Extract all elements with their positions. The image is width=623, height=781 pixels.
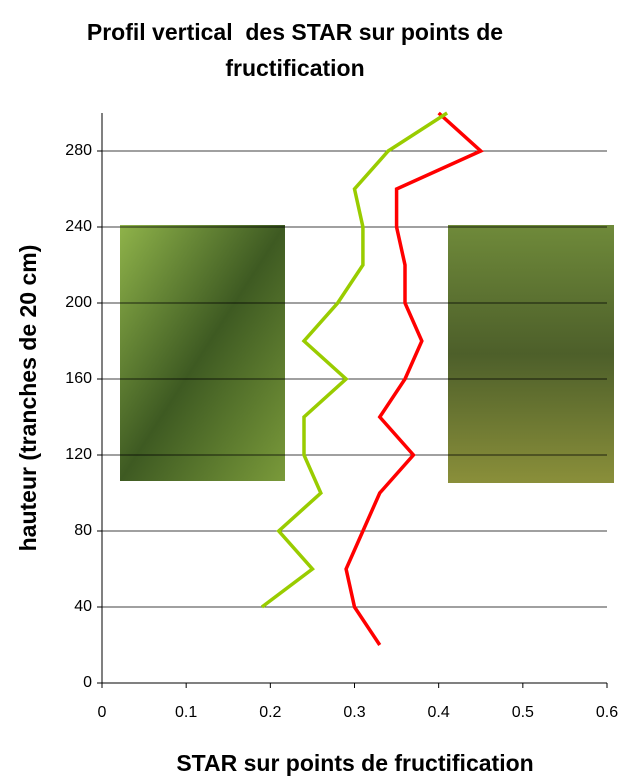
x-tick-label: 0.6 [596, 704, 618, 721]
x-tick-label: 0.3 [343, 704, 365, 721]
x-tick-label: 0.5 [512, 704, 534, 721]
y-tick-label: 160 [65, 370, 92, 387]
page: Profil vertical des STAR sur points de f… [0, 0, 623, 781]
series-line [262, 113, 447, 607]
y-tick-label: 280 [65, 142, 92, 159]
y-tick-label: 240 [65, 218, 92, 235]
y-tick-label: 0 [83, 674, 92, 691]
x-axis-title: STAR sur points de fructification [176, 750, 533, 776]
x-tick-label: 0 [98, 704, 107, 721]
y-tick-label: 80 [74, 522, 92, 539]
y-tick-label: 40 [74, 598, 92, 615]
x-tick-label: 0.2 [259, 704, 281, 721]
x-tick-label: 0.1 [175, 704, 197, 721]
y-tick-label: 200 [65, 294, 92, 311]
y-tick-label: 120 [65, 446, 92, 463]
photo [448, 225, 614, 483]
x-tick-label: 0.4 [428, 704, 450, 721]
chart: STAR sur points de fructification hauteu… [0, 0, 623, 781]
photo [120, 225, 285, 481]
y-axis-title: hauteur (tranches de 20 cm) [15, 245, 41, 552]
